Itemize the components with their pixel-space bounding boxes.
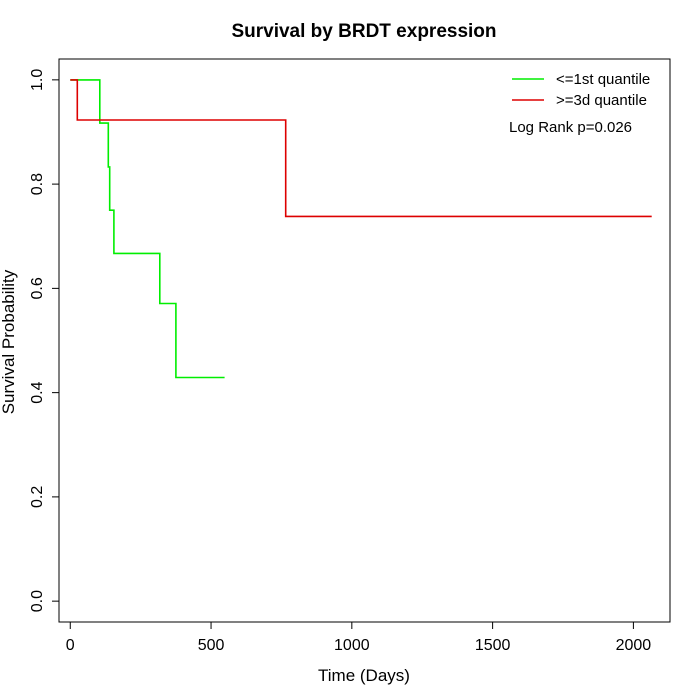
y-tick-label: 1.0 — [29, 69, 46, 91]
x-axis-label: Time (Days) — [318, 666, 410, 685]
y-axis-label: Survival Probability — [0, 269, 18, 414]
y-tick-label: 0.0 — [29, 590, 46, 612]
plot-area-frame — [58, 58, 671, 623]
series-line — [70, 79, 652, 218]
y-tick-label: 0.2 — [29, 486, 46, 508]
y-tick-label: 0.4 — [29, 381, 46, 403]
chart-title: Survival by BRDT expression — [231, 21, 496, 42]
x-axis: 0 500 1000 1500 2000 — [66, 622, 651, 654]
x-tick-label: 0 — [66, 637, 75, 654]
y-tick-label: 0.8 — [29, 173, 46, 195]
x-tick-label: 500 — [198, 637, 225, 654]
y-tick-label: 0.6 — [29, 277, 46, 299]
legend-label: <=1st quantile — [556, 71, 650, 88]
x-tick-label: 1500 — [475, 637, 511, 654]
legend: <=1st quantile >=3d quantile — [512, 71, 650, 109]
x-tick-label: 2000 — [616, 637, 652, 654]
legend-label: >=3d quantile — [556, 92, 647, 109]
log-rank-annotation: Log Rank p=0.026 — [509, 119, 632, 136]
y-axis: 0.0 0.2 0.4 0.6 0.8 1.0 — [29, 69, 59, 612]
series-line — [70, 79, 225, 379]
series-layer — [70, 79, 652, 379]
x-tick-label: 1000 — [334, 637, 370, 654]
